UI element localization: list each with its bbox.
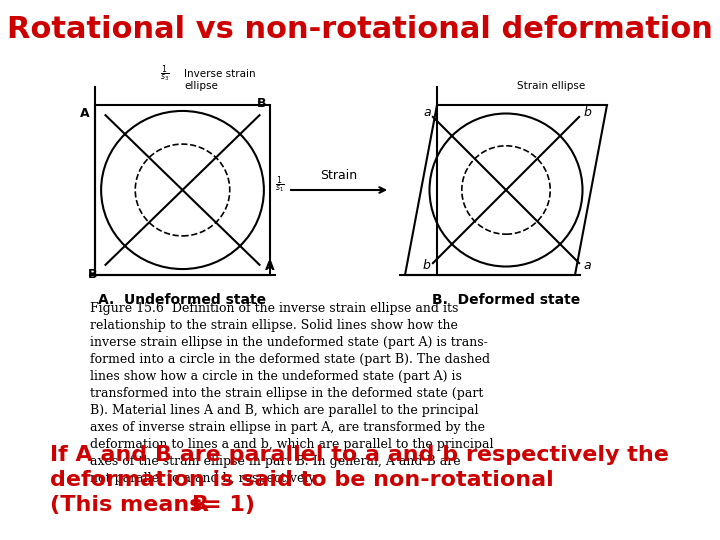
Text: b: b: [583, 106, 591, 119]
Text: B: B: [257, 97, 266, 110]
Text: deformation is said to be non-rotational: deformation is said to be non-rotational: [50, 470, 554, 490]
Text: $\frac{1}{s_3}$: $\frac{1}{s_3}$: [160, 64, 169, 85]
Text: Strain ellipse: Strain ellipse: [517, 81, 585, 91]
Text: Figure 15.6  Definition of the inverse strain ellipse and its
relationship to th: Figure 15.6 Definition of the inverse st…: [90, 302, 493, 485]
Text: a: a: [423, 106, 431, 119]
Text: A: A: [265, 260, 274, 273]
Text: A.  Undeformed state: A. Undeformed state: [99, 293, 266, 307]
Text: Rotational vs non-rotational deformation: Rotational vs non-rotational deformation: [7, 16, 713, 44]
Text: $\frac{1}{s_1}$: $\frac{1}{s_1}$: [275, 174, 284, 195]
Text: a: a: [583, 259, 591, 272]
Text: Strain: Strain: [320, 169, 358, 182]
Text: B.  Deformed state: B. Deformed state: [432, 293, 580, 307]
Text: R: R: [192, 495, 209, 515]
Text: b: b: [423, 259, 431, 272]
Text: B: B: [89, 268, 98, 281]
Text: If A and B are parallel to a and b respectively the: If A and B are parallel to a and b respe…: [50, 445, 669, 465]
Text: A: A: [80, 107, 90, 120]
Text: Inverse strain
ellipse: Inverse strain ellipse: [184, 70, 256, 91]
Text: = 1): = 1): [203, 495, 255, 515]
Text: (This means: (This means: [50, 495, 210, 515]
